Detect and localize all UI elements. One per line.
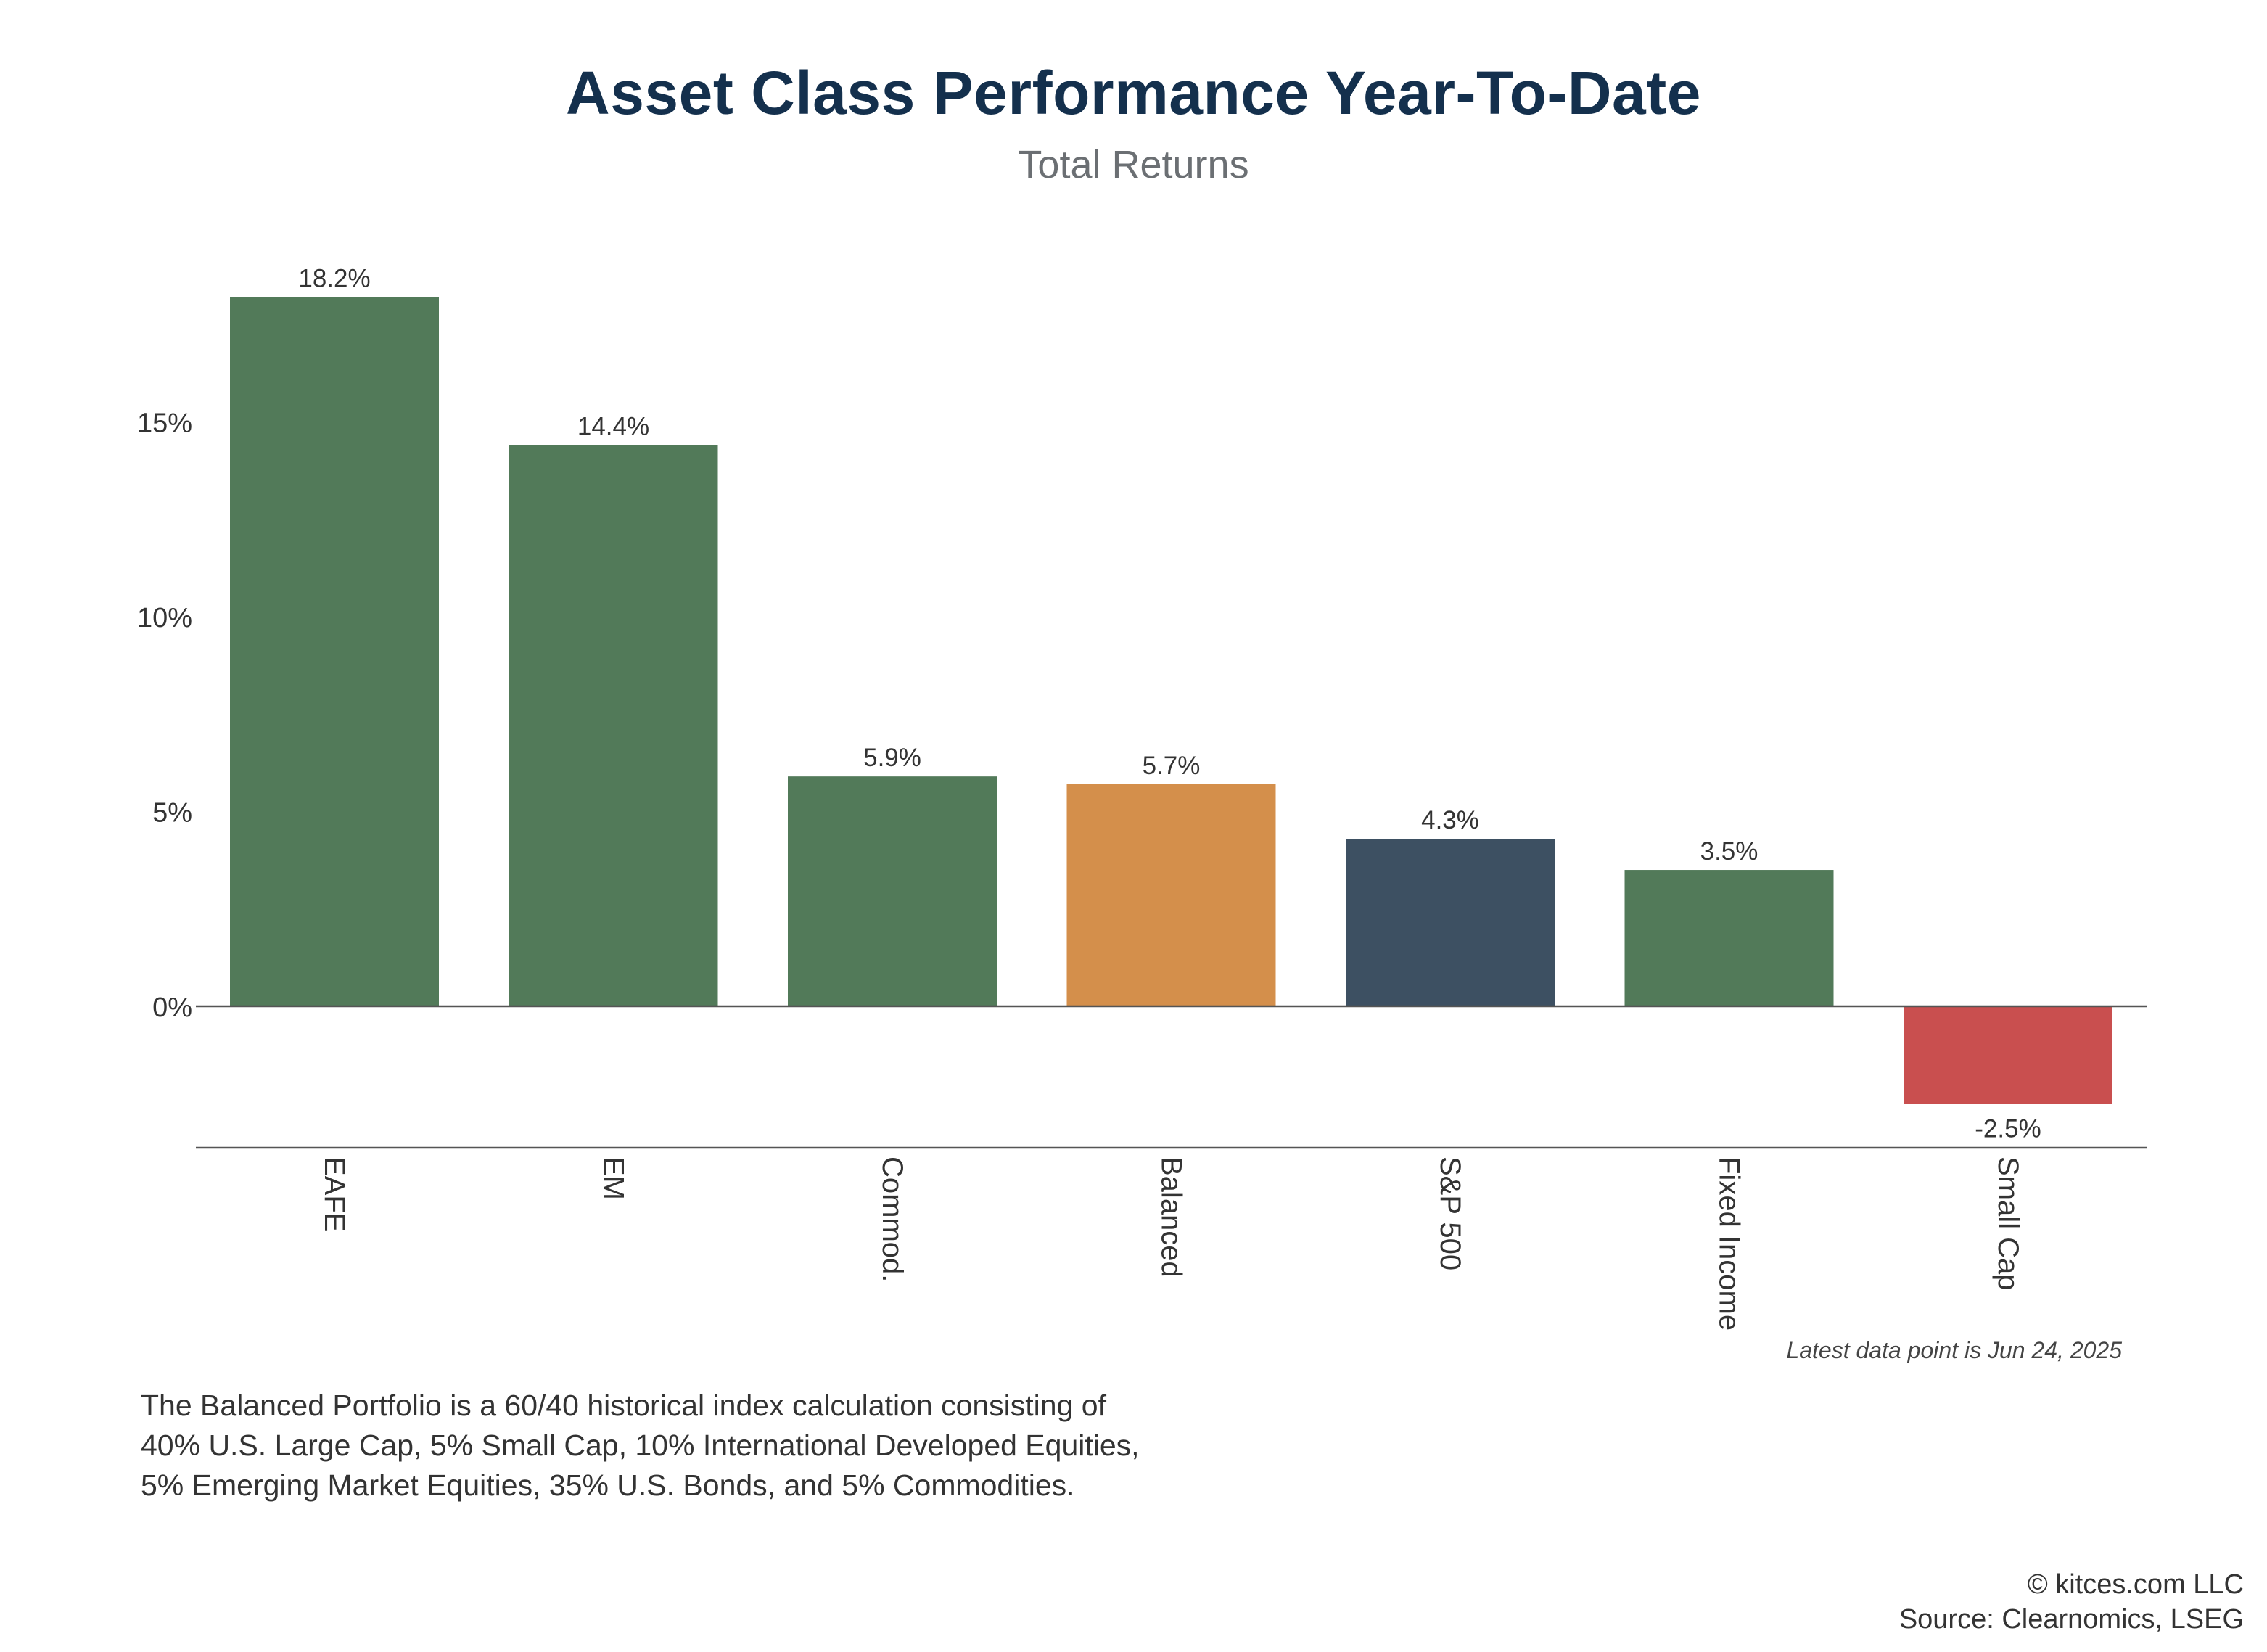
footnote-line: The Balanced Portfolio is a 60/40 histor… [141,1389,1106,1422]
bar-balanced [1066,784,1276,1006]
bar-s-p-500 [1346,839,1555,1006]
data-label: 4.3% [1421,806,1479,834]
data-label: 18.2% [298,265,370,293]
bar-small-cap [1904,1006,2112,1104]
chart-title: Asset Class Performance Year-To-Date [566,59,1701,127]
footnote-line: 40% U.S. Large Cap, 5% Small Cap, 10% In… [141,1429,1140,1462]
data-label: 3.5% [1700,837,1758,866]
y-tick-label: 15% [137,408,192,439]
x-category-label: S&P 500 [1434,1156,1466,1270]
y-tick-label: 5% [152,798,192,829]
x-category-label: Fixed Income [1713,1156,1745,1331]
data-label: 14.4% [577,413,649,441]
y-tick-label: 0% [152,993,192,1023]
footnote-line: 5% Emerging Market Equities, 35% U.S. Bo… [141,1468,1075,1502]
chart-subtitle: Total Returns [1018,143,1249,186]
bar-eafe [230,297,439,1006]
data-label: 5.9% [863,744,921,772]
x-category-label: EAFE [318,1156,350,1232]
data-label: -2.5% [1975,1114,2041,1143]
credits: © kitces.com LLC Source: Clearnomics, LS… [1899,1567,2244,1637]
balanced-portfolio-note: The Balanced Portfolio is a 60/40 histor… [141,1386,1519,1505]
x-category-label: EM [598,1156,630,1200]
x-category-label: Small Cap [1992,1156,2024,1291]
latest-data-note: Latest data point is Jun 24, 2025 [1786,1337,2122,1363]
bar-em [509,445,718,1006]
bar-commod- [788,776,997,1006]
y-tick-label: 10% [137,603,192,633]
x-category-label: Commod. [876,1156,908,1282]
bar-fixed-income [1624,870,1834,1006]
source-text: Source: Clearnomics, LSEG [1898,1604,2244,1635]
copyright-text: © kitces.com LLC [2027,1569,2244,1600]
x-category-label: Balanced [1156,1156,1188,1278]
data-label: 5.7% [1143,752,1201,780]
